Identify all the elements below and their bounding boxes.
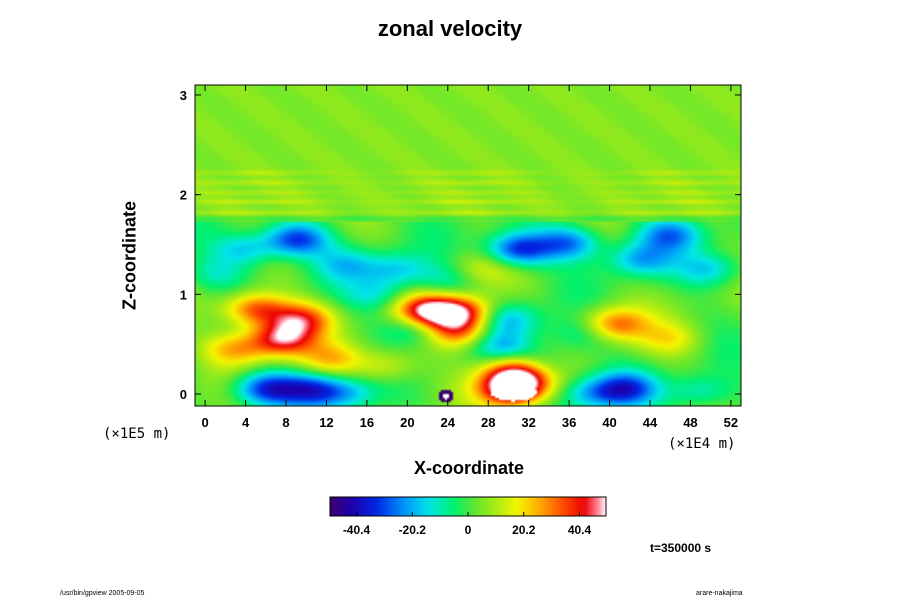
x-tick-label: 28 [481, 415, 495, 430]
x-tick-label: 8 [282, 415, 289, 430]
colorbar-tick-label: 40.4 [568, 523, 592, 537]
x-tick-label: 48 [683, 415, 697, 430]
y-axis: 0 1 2 3 [180, 88, 741, 402]
colorbar-tick-label: -20.2 [399, 523, 427, 537]
plot-frame [194, 84, 742, 407]
x-tick-label: 52 [724, 415, 738, 430]
x-tick-label: 4 [242, 415, 250, 430]
x-tick-label: 36 [562, 415, 576, 430]
x-tick-label: 44 [643, 415, 658, 430]
heatmap-field [195, 85, 741, 406]
x-tick-label: 20 [400, 415, 414, 430]
x-tick-label: 16 [360, 415, 374, 430]
colorbar-tick-label: 20.2 [512, 523, 536, 537]
plot-area [194, 84, 742, 407]
x-axis-label: X-coordinate [413, 458, 524, 478]
z-unit-label: (×1E5 m) [103, 426, 171, 442]
y-tick-label: 2 [180, 188, 187, 203]
y-tick-label: 1 [180, 287, 187, 302]
y-tick-label: 0 [180, 387, 187, 402]
x-tick-label: 0 [201, 415, 208, 430]
x-axis: 0 4 8 12 16 20 24 28 32 36 40 44 48 52 [201, 85, 738, 430]
colorbar: -40.4 -20.2 0 20.2 40.4 [329, 496, 607, 537]
colorbar-tick-label: 0 [465, 523, 472, 537]
x-tick-label: 40 [602, 415, 616, 430]
x-tick-label: 12 [319, 415, 333, 430]
y-axis-label: Z-coordinate [119, 201, 140, 311]
footer-left: /usr/bin/gpview 2005-09-05 [60, 590, 145, 597]
x-tick-label: 24 [441, 415, 456, 430]
colorbar-tick-label: -40.4 [343, 523, 371, 537]
footer-right: arare-nakajima [696, 590, 743, 597]
time-label: t=350000 s [650, 541, 712, 555]
x-unit-label: (×1E4 m) [668, 436, 736, 452]
x-tick-label: 32 [521, 415, 535, 430]
chart-title: zonal velocity [377, 16, 523, 41]
y-tick-label: 3 [180, 88, 187, 103]
